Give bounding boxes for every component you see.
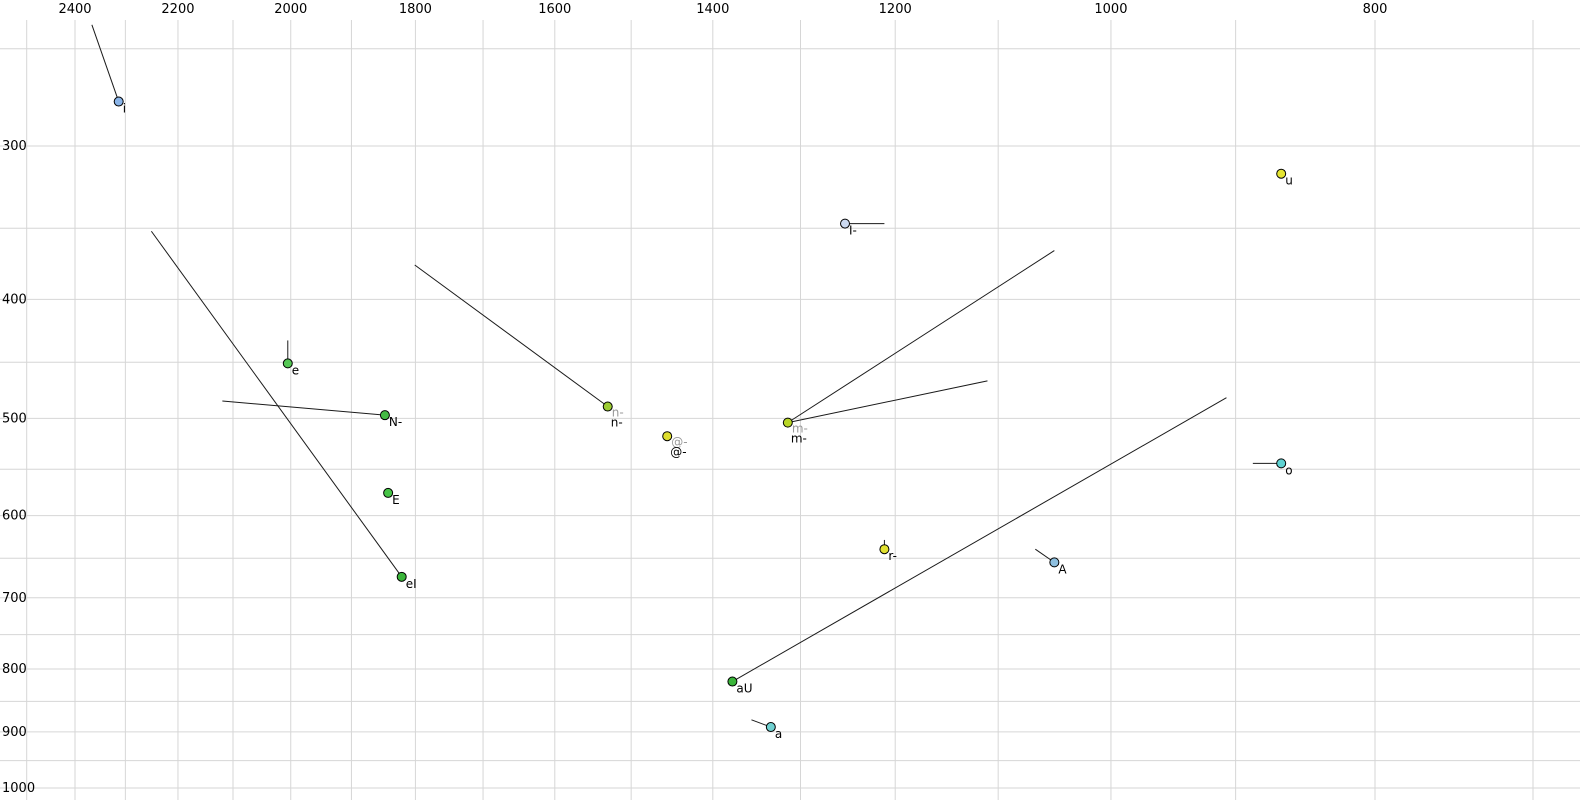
data-point [1049, 557, 1060, 568]
x-tick-label: 1400 [696, 2, 729, 17]
data-point-label: m- [791, 432, 807, 446]
data-point-label: E [392, 493, 400, 507]
trajectory-line [732, 397, 1227, 682]
x-tick-label: 800 [1363, 2, 1388, 17]
data-point-label: r- [888, 549, 897, 563]
x-tick-label: 1000 [1094, 2, 1127, 17]
data-point [383, 487, 394, 498]
data-point-label: u [1285, 174, 1293, 188]
data-point [662, 431, 673, 442]
x-tick-label: 1600 [538, 2, 571, 17]
y-tick-label: 700 [2, 591, 27, 606]
data-point-label: @- [670, 445, 686, 459]
trajectory-line [414, 264, 609, 407]
y-tick-label: 300 [2, 139, 27, 154]
data-point [840, 218, 851, 229]
data-point-label: aU [736, 682, 752, 696]
data-point [379, 410, 390, 421]
data-point [282, 358, 293, 369]
data-point-label: e [292, 363, 299, 377]
data-point [782, 417, 793, 428]
y-tick-label: 900 [2, 725, 27, 740]
data-point [396, 571, 407, 582]
data-point-label: n- [611, 416, 623, 430]
x-tick-label: 2200 [161, 2, 194, 17]
y-tick-label: 600 [2, 509, 27, 524]
x-tick-label: 1800 [399, 2, 432, 17]
data-point-label: I- [849, 224, 857, 238]
data-point-label: i [123, 102, 126, 116]
y-tick-label: 800 [2, 662, 27, 677]
y-tick-label: 500 [2, 411, 27, 426]
data-point [602, 401, 613, 412]
x-tick-label: 1200 [879, 2, 912, 17]
data-point [1276, 458, 1287, 469]
data-point-label: a [775, 727, 782, 741]
data-point-label: o [1285, 463, 1292, 477]
data-point [1276, 168, 1287, 179]
data-point-ghost-label: n- [612, 406, 624, 420]
data-point [113, 96, 124, 107]
data-point-ghost-label: m- [792, 422, 808, 436]
trajectory-line [91, 24, 120, 102]
trajectory-line [787, 380, 988, 424]
data-point [765, 722, 776, 733]
data-point-ghost-label: @- [671, 435, 687, 449]
trajectory-line [222, 400, 385, 416]
data-point [879, 544, 890, 555]
y-tick-label: 400 [2, 292, 27, 307]
trajectory-line [787, 250, 1055, 424]
data-point-label: A [1058, 562, 1067, 576]
y-tick-label: 1000 [2, 781, 35, 796]
data-point [727, 676, 738, 687]
data-point-label: eI [406, 577, 417, 591]
trajectory-line [150, 230, 403, 578]
x-tick-label: 2400 [58, 2, 91, 17]
data-point-label: N- [389, 415, 402, 429]
x-tick-label: 2000 [274, 2, 307, 17]
